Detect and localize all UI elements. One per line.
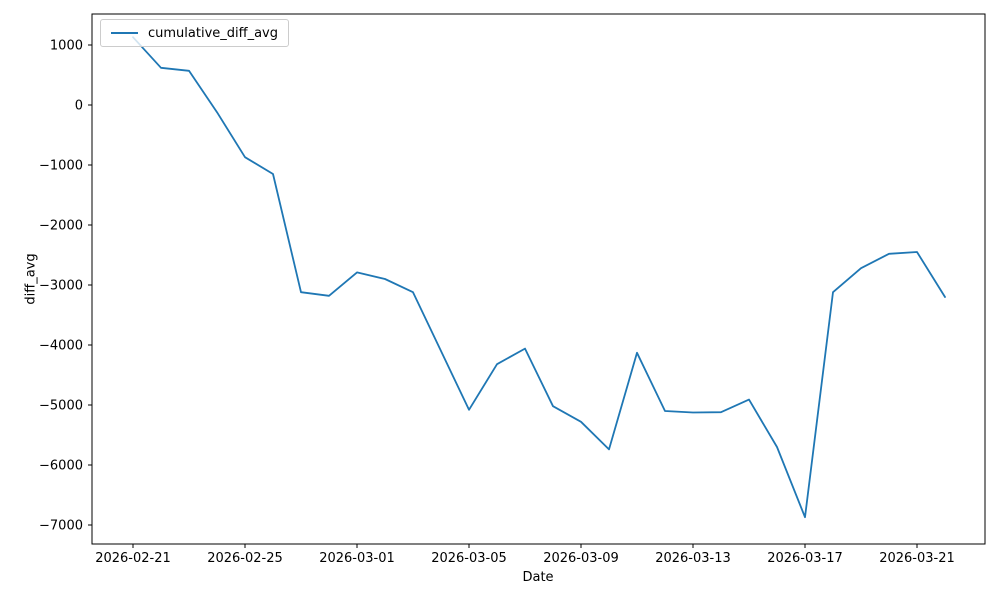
y-tick-label: −3000 <box>39 279 83 294</box>
y-tick-label: 0 <box>75 99 83 114</box>
x-tick-label: 2026-02-25 <box>207 551 283 566</box>
legend: cumulative_diff_avg <box>100 19 289 47</box>
y-tick-label: −7000 <box>39 519 83 534</box>
y-tick-label: −1000 <box>39 159 83 174</box>
x-tick-label: 2026-03-01 <box>319 551 395 566</box>
legend-line-sample <box>111 32 138 34</box>
x-tick-label: 2026-03-21 <box>879 551 955 566</box>
series-line <box>132 36 946 519</box>
y-tick-label: −6000 <box>39 459 83 474</box>
y-tick-label: 1000 <box>50 39 83 54</box>
x-tick-label: 2026-03-13 <box>655 551 731 566</box>
y-tick-label: −4000 <box>39 339 83 354</box>
y-axis-label: diff_avg <box>23 253 39 305</box>
x-axis-label: Date <box>522 570 554 585</box>
legend-entry-label: cumulative_diff_avg <box>148 25 278 41</box>
y-tick-label: −5000 <box>39 399 83 414</box>
x-tick-label: 2026-03-09 <box>543 551 619 566</box>
x-tick-label: 2026-03-17 <box>767 551 843 566</box>
x-tick-label: 2026-03-05 <box>431 551 507 566</box>
plot-border <box>91 13 986 545</box>
y-tick-label: −2000 <box>39 219 83 234</box>
x-tick-label: 2026-02-21 <box>95 551 171 566</box>
